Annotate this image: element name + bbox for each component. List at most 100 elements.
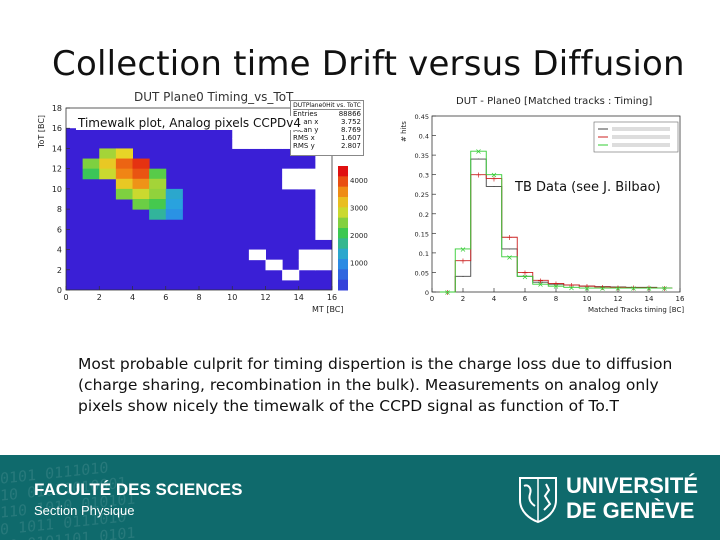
- timing-plot-panel: 0 2 4 6 8 10 12 14 16 0 0.05 0.1 0.15 0.2 0.25 0.3 0.35 0…: [398, 86, 688, 322]
- timing-y-tick-label: 0.45: [415, 113, 429, 121]
- timing-data-point: ·: [539, 278, 542, 287]
- timing-data-point: +: [460, 257, 467, 266]
- heatmap-x-tick-label: 12: [260, 293, 270, 302]
- colorbar-segment: [338, 166, 348, 177]
- heatmap-bin: [132, 158, 150, 170]
- colorbar-segment: [338, 279, 348, 291]
- timing-x-tick-label: 2: [461, 295, 465, 303]
- timewalk-annotation: Timewalk plot, Analog pixels CCPDv4: [76, 116, 303, 130]
- heatmap-empty-bin: [298, 259, 316, 271]
- heatmap-x-tick-label: 6: [163, 293, 168, 302]
- heatmap-empty-bin: [232, 138, 250, 149]
- timing-data-point: +: [475, 171, 482, 180]
- heatmap-x-tick-label: 10: [227, 293, 237, 302]
- timing-y-tick-label: 0: [425, 289, 429, 297]
- timing-data-point: ·: [462, 272, 465, 281]
- heatmap-empty-bin: [265, 128, 283, 139]
- heatmap-x-tick-label: 4: [130, 293, 135, 302]
- heatmap-bin: [149, 199, 167, 210]
- heatmap-empty-bin: [248, 138, 266, 149]
- heatmap-empty-bin: [282, 178, 300, 190]
- heatmap-bin: [165, 199, 183, 210]
- stats-key: RMS x: [293, 134, 315, 142]
- heatmap-bin: [132, 178, 150, 190]
- timing-legend-entry: [612, 127, 670, 131]
- timing-x-tick-label: 8: [554, 295, 558, 303]
- heatmap-bin: [165, 188, 183, 200]
- colorbar-segment: [338, 259, 348, 270]
- timing-data-point: ×: [491, 171, 498, 180]
- timing-data-point: ×: [599, 284, 606, 293]
- timing-data-point: ·: [493, 182, 496, 191]
- heatmap-x-tick-label: 14: [294, 293, 304, 302]
- stats-value: 2.807: [340, 142, 361, 150]
- timing-data-point: ×: [661, 284, 668, 293]
- heatmap-empty-bin: [298, 168, 316, 180]
- timing-chart-title: DUT - Plane0 [Matched tracks : Timing]: [456, 96, 653, 107]
- heatmap-y-tick-label: 10: [52, 185, 62, 194]
- heatmap-bin: [149, 178, 167, 190]
- heatmap-y-tick-label: 16: [52, 124, 62, 133]
- heatmap-empty-bin: [315, 229, 333, 240]
- stats-key: RMS y: [293, 142, 315, 150]
- timing-data-point: ×: [522, 272, 529, 281]
- slide-body-text: Most probable culprit for timing dispert…: [78, 355, 673, 415]
- heatmap-empty-bin: [248, 128, 266, 139]
- stats-key: Mean y: [293, 126, 319, 134]
- university-line1: UNIVERSITÉ: [566, 473, 699, 498]
- heatmap-empty-bin: [265, 138, 283, 149]
- colorbar-segment: [338, 186, 348, 198]
- heatmap-empty-bin: [315, 259, 333, 271]
- heatmap-empty-bin: [282, 168, 300, 180]
- timing-data-point: +: [444, 288, 451, 297]
- heatmap-empty-bin: [315, 199, 333, 210]
- timing-x-tick-label: 14: [645, 295, 654, 303]
- timing-data-point: +: [661, 284, 668, 293]
- timing-y-axis-label: # hits: [400, 121, 408, 142]
- heatmap-bin: [132, 188, 150, 200]
- heatmap-bin: [115, 158, 133, 170]
- timing-x-tick-label: 12: [614, 295, 623, 303]
- timing-data-point: +: [491, 175, 498, 184]
- timing-data-point: ×: [646, 284, 653, 293]
- heatmap-bin: [115, 178, 133, 190]
- timing-legend-entry: [612, 135, 670, 139]
- timing-legend-entry: [612, 143, 670, 147]
- heatmap-bin: [99, 158, 117, 170]
- heatmap-y-tick-label: 6: [57, 225, 62, 234]
- stats-key: Mean x: [293, 118, 319, 126]
- timing-y-tick-label: 0.05: [415, 269, 429, 277]
- heatmap-empty-bin: [315, 158, 333, 170]
- university-line2: DE GENÈVE: [566, 498, 695, 523]
- heatmap-bin: [99, 168, 117, 180]
- heatmap-empty-bin: [248, 249, 266, 261]
- heatmap-empty-bin: [315, 168, 333, 180]
- timing-x-tick-label: 10: [583, 295, 592, 303]
- tb-data-annotation: TB Data (see J. Bilbao): [513, 180, 663, 195]
- faculty-name: FACULTÉ DES SCIENCES: [34, 480, 243, 499]
- timing-data-point: ·: [586, 282, 589, 291]
- timing-distribution-chart: 0 2 4 6 8 10 12 14 16 0 0.05 0.1 0.15 0.2 0.25 0.3 0.35 0…: [400, 113, 685, 314]
- slide-title: Collection time Drift versus Diffusion: [52, 44, 685, 84]
- timing-data-point: ·: [446, 288, 449, 297]
- heatmap-bin: [149, 209, 167, 220]
- heatmap-bin: [115, 188, 133, 200]
- footer-banner: 0101 0111010 10 01011010001 110 1010 010…: [0, 455, 720, 540]
- heatmap-x-tick-label: 0: [63, 293, 68, 302]
- timing-data-point: +: [553, 279, 560, 288]
- heatmap-empty-bin: [282, 269, 300, 281]
- heatmap-y-axis-label: ToT [BC]: [37, 115, 46, 149]
- heatmap-x-tick-label: 8: [196, 293, 201, 302]
- heatmap-empty-bin: [315, 209, 333, 220]
- colorbar-segment: [338, 228, 348, 239]
- colorbar-tick-label: 2000: [350, 232, 368, 240]
- timing-x-tick-label: 4: [492, 295, 497, 303]
- stats-value: 1.607: [340, 134, 361, 142]
- timing-data-point: ×: [568, 283, 575, 292]
- timing-series-line: [439, 150, 673, 293]
- timing-data-point: +: [522, 268, 529, 277]
- heatmap-empty-bin: [265, 259, 283, 271]
- colorbar-segment: [338, 197, 348, 208]
- university-crest-icon: [519, 477, 557, 524]
- timing-data-point: +: [537, 276, 544, 285]
